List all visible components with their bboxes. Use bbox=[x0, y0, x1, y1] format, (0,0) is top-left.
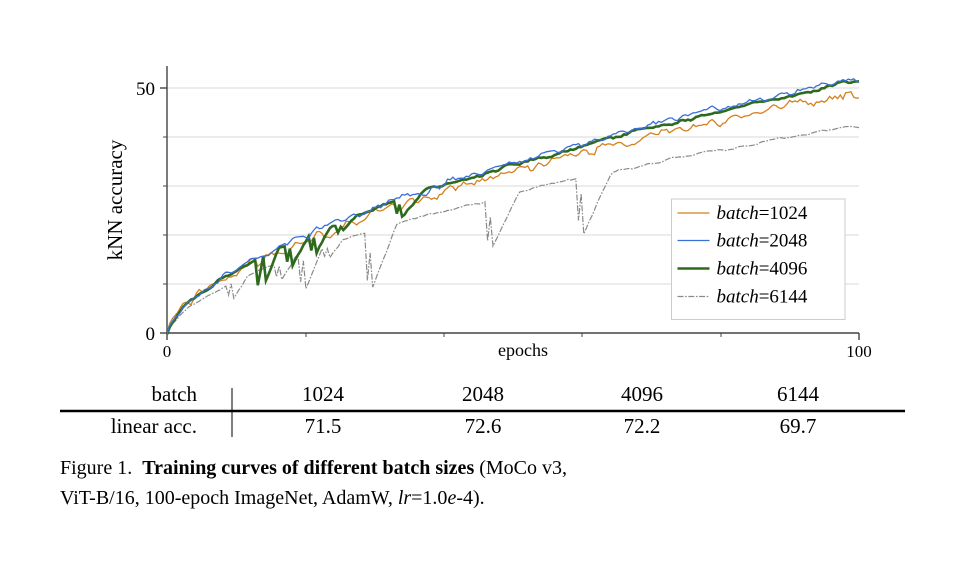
svg-text:Figure 1.Training curves of di: Figure 1. Training curves of different ba… bbox=[60, 457, 567, 479]
svg-text:100: 100 bbox=[846, 342, 872, 361]
svg-text:4096: 4096 bbox=[621, 382, 663, 406]
svg-text:epochs: epochs bbox=[498, 340, 548, 360]
svg-text:69.7: 69.7 bbox=[780, 414, 817, 438]
svg-text:1024: 1024 bbox=[302, 382, 345, 406]
svg-text:batch=1024: batch=1024 bbox=[717, 203, 808, 224]
svg-text:2048: 2048 bbox=[462, 382, 504, 406]
svg-text:kNN accuracy: kNN accuracy bbox=[103, 139, 127, 260]
svg-text:0: 0 bbox=[146, 324, 156, 345]
svg-text:50: 50 bbox=[136, 79, 155, 100]
svg-text:batch: batch bbox=[152, 382, 198, 406]
svg-text:71.5: 71.5 bbox=[305, 414, 342, 438]
svg-text:batch=6144: batch=6144 bbox=[717, 287, 808, 308]
svg-text:72.2: 72.2 bbox=[624, 414, 661, 438]
svg-text:batch=4096: batch=4096 bbox=[717, 259, 808, 280]
svg-text:0: 0 bbox=[163, 342, 172, 361]
svg-text:ViT-B/16, 100-epoch ImageNet,: ViT-B/16, 100-epoch ImageNet, AdamW, lr=… bbox=[60, 487, 485, 509]
svg-text:6144: 6144 bbox=[777, 382, 820, 406]
svg-text:72.6: 72.6 bbox=[465, 414, 502, 438]
svg-text:batch=2048: batch=2048 bbox=[717, 231, 808, 252]
svg-text:linear acc.: linear acc. bbox=[111, 414, 197, 438]
